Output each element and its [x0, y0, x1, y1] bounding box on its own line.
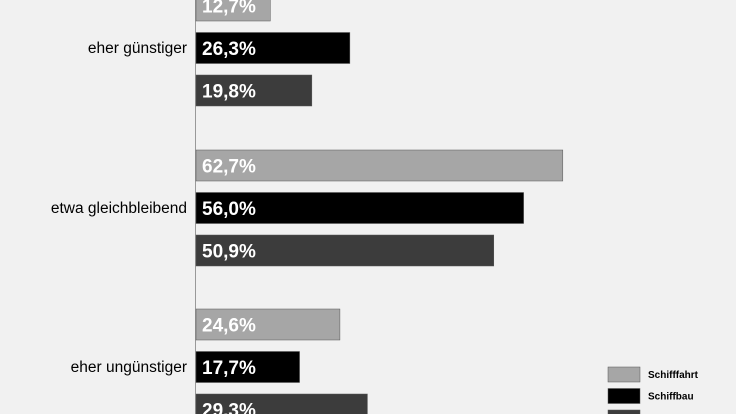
legend-swatch: [607, 366, 641, 383]
bar: [195, 308, 341, 341]
data-label: 24,6%: [202, 316, 256, 337]
bar: [195, 234, 495, 267]
data-label: 17,7%: [202, 358, 256, 379]
bar: [195, 149, 564, 182]
category-label: eher ungünstiger: [71, 359, 187, 376]
data-label: 12,7%: [202, 0, 256, 18]
data-label: 62,7%: [202, 157, 256, 178]
bar: [195, 351, 300, 383]
bar: [195, 0, 271, 22]
legend-label: Schiffbau: [648, 392, 694, 403]
bar: [195, 32, 351, 64]
legend-label: Schifffahrt: [648, 370, 699, 381]
bar: [195, 74, 313, 107]
data-label: 19,8%: [202, 82, 256, 103]
data-label: 26,3%: [202, 39, 256, 60]
data-label: 56,0%: [202, 199, 256, 220]
bar: [195, 192, 524, 224]
category-label: eher günstiger: [88, 40, 187, 57]
legend-swatch: [607, 388, 641, 404]
bar: [195, 393, 368, 414]
category-label: etwa gleichbleibend: [51, 200, 187, 217]
data-label: 50,9%: [202, 242, 256, 263]
legend-swatch: [607, 409, 641, 414]
data-label: 29,3%: [202, 401, 256, 414]
